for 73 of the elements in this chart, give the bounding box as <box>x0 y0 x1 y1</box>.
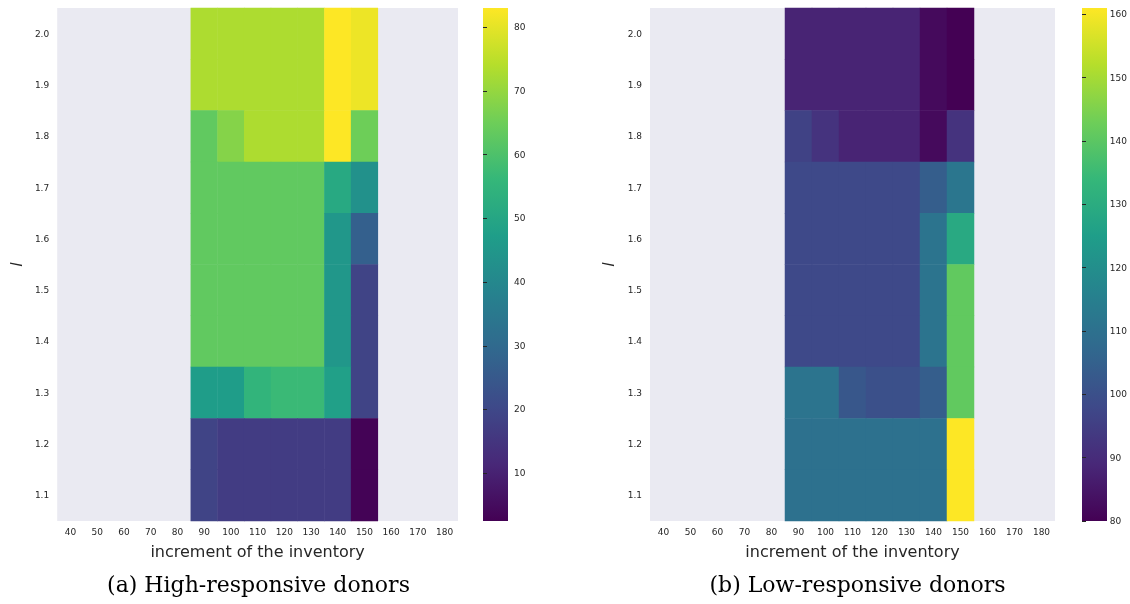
y-tick-label: 1.2 <box>34 439 50 450</box>
x-tick-label: 110 <box>249 526 267 537</box>
text: (b) Low-responsive donors <box>709 571 1006 597</box>
x-tick-label: 70 <box>738 526 751 537</box>
x-tick-label: 50 <box>91 526 104 537</box>
x-tick-label: 160 <box>978 526 997 537</box>
color-bar-label: 100 <box>1109 389 1128 400</box>
x-tick-label: 40 <box>657 526 670 537</box>
y-axis-title: l <box>6 261 26 267</box>
y-axis-title: l <box>599 261 619 267</box>
y-tick-label: 1.8 <box>34 131 50 142</box>
color-bar-label: 160 <box>1109 9 1128 20</box>
x-tick-label: 180 <box>1032 526 1051 537</box>
x-tick-label: 80 <box>765 526 778 537</box>
x-tick-label: 110 <box>843 526 862 537</box>
color-bar-label: 70 <box>514 85 526 96</box>
color-bar-label: 80 <box>514 22 526 33</box>
color-bar-label: 140 <box>1109 136 1128 146</box>
x-tick-label: 170 <box>1005 526 1024 537</box>
x-tick-label: 60 <box>118 526 131 537</box>
y-tick-label: 1.3 <box>627 387 642 398</box>
color-bar-label: 110 <box>1109 326 1128 336</box>
y-tick-label: 1.1 <box>627 490 642 501</box>
color-bar-label: 20 <box>514 404 526 415</box>
x-tick-label: 160 <box>382 526 401 537</box>
x-tick-label: 150 <box>355 526 374 537</box>
color-bar-label: 90 <box>1109 452 1122 463</box>
x-tick-label: 100 <box>222 526 240 537</box>
x-tick-label: 130 <box>302 526 320 537</box>
x-tick-label: 120 <box>870 526 889 537</box>
x-tick-label: 120 <box>275 526 294 537</box>
x-tick-label: 60 <box>711 526 724 537</box>
y-tick-label: 1.9 <box>627 79 643 90</box>
x-tick-label: 90 <box>198 526 211 537</box>
x-tick-label: 40 <box>64 526 77 537</box>
y-tick-label: 1.3 <box>34 387 50 398</box>
y-tick-label: 1.7 <box>627 182 642 193</box>
x-tick-label: 130 <box>897 526 916 537</box>
color-bar-label: 130 <box>1109 199 1128 210</box>
x-tick-label: 150 <box>951 526 970 537</box>
x-tick-label: 140 <box>924 526 943 537</box>
y-tick-label: 1.4 <box>627 336 643 347</box>
y-tick-label: 2.0 <box>34 28 50 39</box>
x-tick-label: 180 <box>436 526 454 537</box>
color-bar-label: 80 <box>1109 516 1122 526</box>
text: (a) High-responsive donors <box>107 571 410 597</box>
color-bar-label: 40 <box>514 277 526 288</box>
y-tick-label: 2.0 <box>627 28 643 39</box>
y-tick-label: 1.5 <box>34 285 50 296</box>
y-tick-label: 1.8 <box>627 131 643 142</box>
color-bar-label: 50 <box>514 213 526 224</box>
color-bar-label: 10 <box>514 468 526 479</box>
x-tick-label: 80 <box>171 526 184 537</box>
y-tick-label: 1.6 <box>627 233 643 244</box>
x-tick-label: 100 <box>816 526 835 537</box>
x-axis-title: increment of the inventory <box>150 541 365 561</box>
color-bar-label: 150 <box>1109 72 1128 83</box>
color-bar-label: 60 <box>514 149 526 160</box>
y-tick-label: 1.5 <box>627 285 642 296</box>
y-tick-label: 1.6 <box>34 233 50 244</box>
x-axis-title: increment of the inventory <box>745 541 960 561</box>
x-tick-label: 140 <box>329 526 347 537</box>
x-tick-label: 170 <box>409 526 427 537</box>
x-tick-label: 90 <box>792 526 805 537</box>
y-tick-label: 1.1 <box>34 490 50 501</box>
color-bar-label: 120 <box>1109 262 1128 273</box>
x-tick-label: 70 <box>145 526 157 537</box>
x-tick-label: 50 <box>684 526 697 537</box>
color-bar-label: 30 <box>514 340 526 351</box>
y-tick-label: 1.9 <box>34 79 50 90</box>
y-tick-label: 1.4 <box>34 336 50 347</box>
y-tick-label: 1.7 <box>34 182 50 193</box>
y-tick-label: 1.2 <box>627 439 642 450</box>
